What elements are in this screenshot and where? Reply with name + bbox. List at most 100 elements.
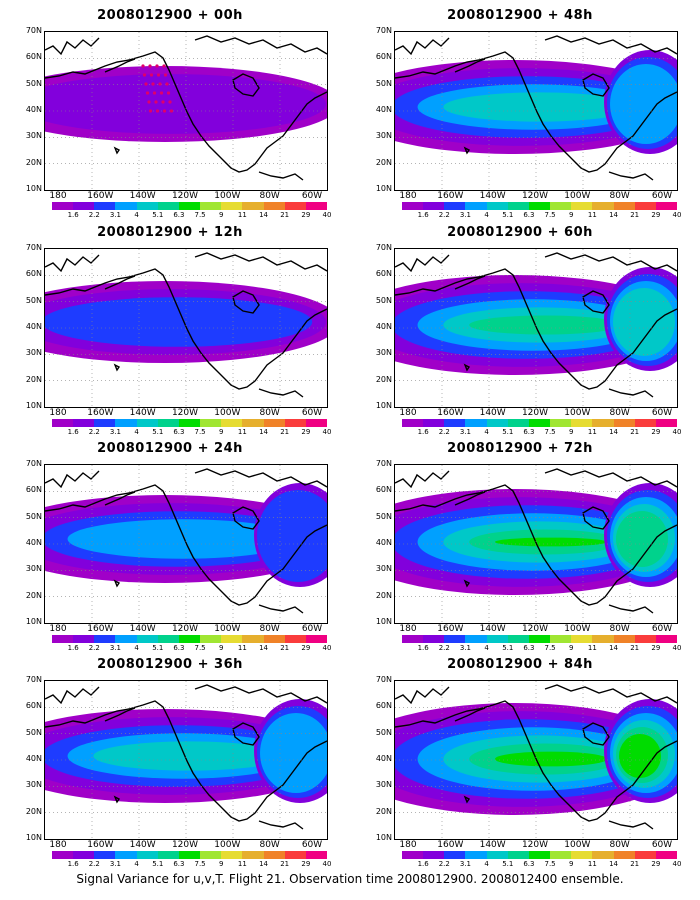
colorbar-swatch [94,635,116,643]
observation-point [151,82,155,86]
coastline [454,58,486,73]
colorbar-swatch [178,635,201,643]
colorbar-labels: 1.6 2.2 3.1 4 5.1 6.3 7.5 9 11 14 21 29 40 [402,860,682,870]
observation-point [159,91,164,95]
latitude-label: 40N [25,754,42,763]
colorbar-label: 5.1 [502,644,514,652]
coastline [104,58,136,73]
colorbar-swatch [52,635,74,643]
longitude-label: 60W [301,840,323,850]
colorbar-label: 9 [218,644,224,652]
colorbar-swatch [423,202,445,210]
variance-contour [613,288,675,356]
latitude-label: 20N [25,590,42,600]
longitude-label: 60W [301,191,323,201]
colorbar-label: 2.2 [88,860,100,868]
colorbar-swatch [157,851,179,859]
colorbar-label: 1.6 [417,644,429,652]
colorbar [52,419,328,427]
colorbar-swatch [444,635,466,643]
latitude-label: 50N [375,295,392,305]
latitude-label: 60N [375,701,392,711]
colorbar-swatch [486,635,508,643]
colorbar-swatch [486,202,508,210]
colorbar-label: 6.3 [173,428,185,436]
longitude-label: 80W [609,191,630,201]
map-panel: 2008012900 + 36h 70N 60N 50N 40N 30N 20N 10N 180… [10,657,332,872]
colorbar-swatch [200,635,222,643]
colorbar-swatch [284,419,306,427]
colorbar-label: 14 [259,211,268,219]
latitude-label: 60N [375,485,392,495]
coastline [232,290,260,314]
colorbar-swatch [571,419,593,427]
colorbar-label: 5.1 [502,860,514,868]
colorbar-swatch [402,851,424,859]
colorbar-label: 11 [237,211,247,219]
colorbar-swatch [221,635,243,643]
colorbar-swatch [115,419,137,427]
colorbar-swatch [305,635,328,643]
colorbar-label: 1.6 [67,644,79,652]
colorbar-label: 7.5 [544,428,556,436]
longitude-label: 120W [521,408,549,418]
coastline [45,51,327,173]
longitude-label: 160W [87,624,114,634]
coastline [45,268,327,390]
variance-contour [257,490,327,582]
colorbar-label: 2.2 [438,211,450,219]
coastline [608,820,654,830]
colorbar-swatch [94,202,116,210]
colorbar-label: 11 [587,860,597,868]
colorbar-label: 40 [672,860,682,868]
colorbar-label: 9 [568,860,574,868]
observation-point [162,64,166,68]
longitude-label: 60W [651,840,673,850]
colorbar-label: 21 [280,428,290,436]
coastline [395,686,450,705]
colorbar-swatch [592,419,614,427]
colorbar-swatch [550,202,572,210]
latitude-label: 20N [25,806,42,816]
colorbar-label: 1.6 [67,860,79,868]
longitude-label: 100W [564,408,591,418]
colorbar-swatch [465,202,487,210]
colorbar-swatch [263,202,285,210]
longitude-label: 80W [259,840,280,850]
latitude-label: 20N [375,374,392,384]
colorbar-swatch [263,851,285,859]
colorbar-label: 40 [672,211,682,219]
colorbar-label: 4 [484,428,489,436]
colorbar-label: 3.1 [459,428,472,436]
longitude-label: 140W [479,840,506,850]
longitude-label: 100W [564,840,591,850]
observation-point [144,82,148,86]
observation-point [152,91,157,95]
colorbar-label: 40 [322,644,332,652]
colorbar-label: 4 [134,211,139,219]
latitude-label: 50N [25,727,42,737]
colorbar-label: 7.5 [194,211,206,219]
colorbar-swatch [402,202,424,210]
coastline [608,171,654,181]
colorbar-label: 9 [568,211,574,219]
colorbar-swatch [571,635,593,643]
latitude-label: 60N [25,485,42,495]
colorbar-swatch [613,635,635,643]
colorbar-label: 29 [651,428,661,436]
panel-title: 2008012900 + 84h [447,657,593,672]
colorbar-label: 9 [568,644,574,652]
colorbar-swatch [263,419,285,427]
variance-map [394,680,678,840]
observation-point [147,100,151,104]
colorbar-label: 40 [672,428,682,436]
colorbar-swatch [73,202,95,210]
latitude-label: 20N [375,806,392,816]
colorbar-label: 21 [280,644,290,652]
colorbar-swatch [52,202,74,210]
colorbar-label: 29 [301,644,311,652]
map-canvas [395,465,677,623]
longitude-label: 140W [479,408,506,418]
colorbar [402,419,678,427]
colorbar-label: 7.5 [544,211,556,219]
